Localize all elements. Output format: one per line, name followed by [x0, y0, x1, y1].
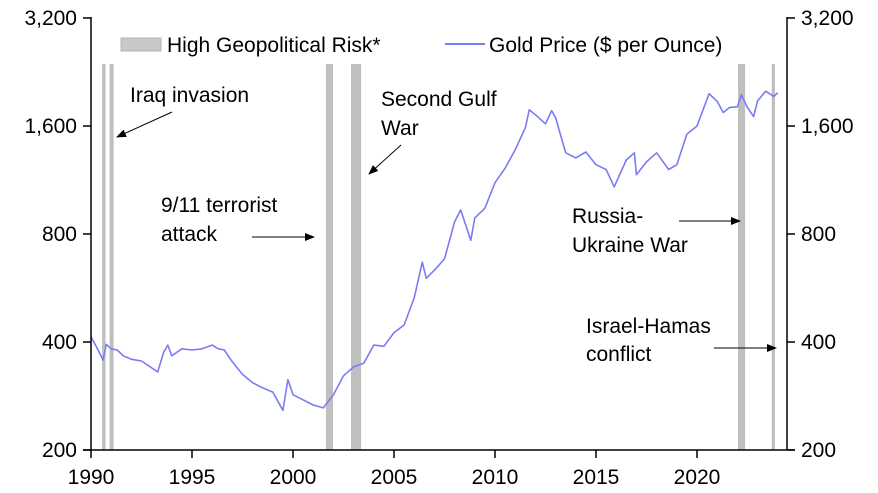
risk-band — [102, 64, 106, 450]
y-tick-label-right: 1,600 — [801, 115, 854, 138]
annotation-israel-hamas: Israel-Hamas conflict — [586, 315, 777, 366]
legend-label-gold: Gold Price ($ per Ounce) — [489, 34, 722, 57]
x-tick-label: 2020 — [674, 466, 721, 489]
annotation-text: 9/11 terrorist — [161, 194, 277, 217]
risk-band — [771, 64, 775, 450]
risk-band — [350, 64, 362, 450]
risk-band — [325, 64, 333, 450]
annotation-second-gulf-war: Second Gulf War — [368, 88, 497, 175]
y-tick-label-right: 3,200 — [801, 7, 854, 30]
gold-price-line — [90, 90, 779, 412]
gold-price-series — [90, 90, 779, 412]
annotation-iraq-invasion: Iraq invasion — [116, 84, 249, 138]
legend: High Geopolitical Risk* Gold Price ($ pe… — [120, 34, 722, 57]
y-tick-label-right: 200 — [801, 439, 836, 462]
legend-label-risk: High Geopolitical Risk* — [167, 34, 381, 57]
y-tick-label-right: 400 — [801, 331, 836, 354]
annotation-text: Russia- — [572, 205, 643, 228]
legend-swatch-risk — [120, 37, 162, 52]
axes: 3,200 3,200 1,600 1,600 800 800 400 400 200 200 19… — [24, 7, 853, 489]
shaded-periods — [102, 64, 775, 450]
annotation-text: Iraq invasion — [130, 84, 249, 107]
risk-band — [109, 64, 114, 450]
annotation-text: War — [381, 117, 419, 140]
x-tick-label: 1995 — [169, 466, 216, 489]
annotation-9-11: 9/11 terrorist attack — [161, 194, 315, 246]
x-tick-label: 2010 — [472, 466, 519, 489]
y-tick-label-left: 800 — [42, 223, 77, 246]
annotation-text: Ukraine War — [572, 234, 688, 257]
y-tick-label-left: 1,600 — [24, 115, 77, 138]
annotation-text: conflict — [586, 343, 652, 366]
annotation-arrow — [116, 111, 173, 138]
annotation-arrow — [368, 144, 402, 175]
annotation-text: Second Gulf — [381, 88, 497, 111]
y-tick-label-right: 800 — [801, 223, 836, 246]
x-tick-label: 2005 — [371, 466, 418, 489]
x-tick-label: 2000 — [270, 466, 317, 489]
annotation-text: Israel-Hamas — [586, 315, 711, 338]
x-tick-label: 1990 — [68, 466, 115, 489]
x-tick-label: 2015 — [573, 466, 620, 489]
annotation-russia-ukraine: Russia- Ukraine War — [572, 205, 741, 257]
y-tick-label-left: 400 — [42, 331, 77, 354]
annotations: Iraq invasion Second Gulf War 9/11 terro… — [116, 84, 777, 366]
risk-band — [738, 64, 746, 450]
y-tick-label-left: 200 — [42, 439, 77, 462]
annotation-text: attack — [161, 223, 218, 246]
y-tick-label-left: 3,200 — [24, 7, 77, 30]
